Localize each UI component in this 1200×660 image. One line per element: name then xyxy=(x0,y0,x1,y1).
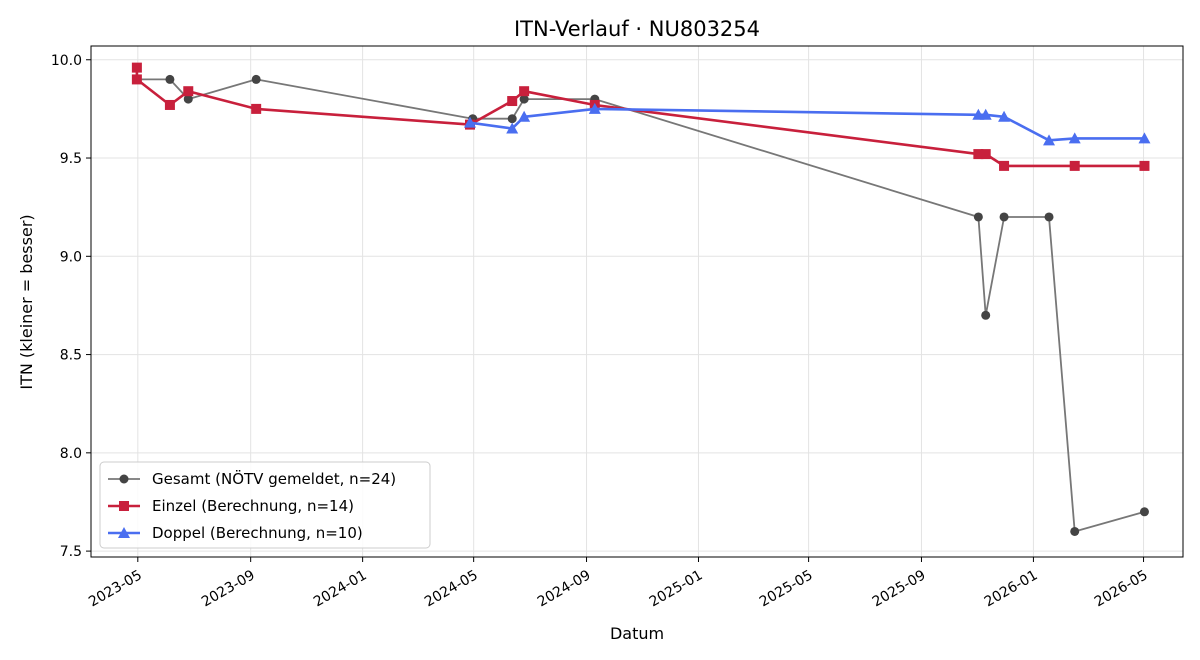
x-axis-label: Datum xyxy=(610,624,664,643)
legend-label: Einzel (Berechnung, n=14) xyxy=(152,497,354,515)
data-point xyxy=(519,94,529,104)
data-point xyxy=(165,74,175,84)
data-point xyxy=(463,116,476,128)
x-tick-label: 2025-01 xyxy=(647,567,706,610)
y-tick-label: 9.0 xyxy=(60,249,82,265)
data-point xyxy=(1070,526,1080,536)
data-point xyxy=(1139,507,1149,517)
data-point xyxy=(519,86,530,97)
data-point xyxy=(131,74,142,85)
data-point xyxy=(999,212,1009,222)
y-axis: 7.5 8.0 8.5 9.0 9.5 10.0 xyxy=(51,53,91,560)
data-point xyxy=(506,122,519,134)
legend-marker xyxy=(118,527,130,538)
data-point xyxy=(1068,132,1081,144)
y-tick-label: 10.0 xyxy=(51,53,82,69)
data-point xyxy=(164,99,175,110)
data-point xyxy=(131,62,142,73)
data-point xyxy=(588,102,601,114)
data-point xyxy=(251,74,261,84)
data-point xyxy=(973,212,983,222)
legend-marker xyxy=(119,501,129,511)
data-point xyxy=(1069,160,1080,171)
x-tick-label: 2026-05 xyxy=(1092,567,1151,610)
y-tick-label: 9.5 xyxy=(60,151,82,167)
data-point xyxy=(981,310,991,320)
data-point xyxy=(1044,212,1054,222)
plot-frame xyxy=(90,45,1184,558)
legend-label: Gesamt (NÖTV gemeldet, n=24) xyxy=(152,469,396,488)
x-tick-label: 2023-05 xyxy=(86,567,145,610)
data-point xyxy=(999,160,1010,171)
x-tick-label: 2024-01 xyxy=(311,567,370,610)
data-point xyxy=(183,94,193,104)
data-point xyxy=(979,108,992,120)
x-tick-label: 2024-09 xyxy=(535,567,594,610)
data-point xyxy=(1139,160,1150,171)
series-layer xyxy=(131,62,1151,536)
series-1 xyxy=(131,62,1150,171)
x-tick-label: 2025-05 xyxy=(757,567,816,610)
series-2 xyxy=(463,102,1151,146)
data-point xyxy=(507,96,518,107)
series-line xyxy=(469,107,1145,142)
x-tick-label: 2024-05 xyxy=(422,567,481,610)
data-point xyxy=(980,149,991,160)
legend-box xyxy=(99,461,431,549)
y-axis-label: ITN (kleiner = besser) xyxy=(17,214,36,389)
data-point xyxy=(1043,134,1056,146)
legend: Gesamt (NÖTV gemeldet, n=24) Einzel (Bere… xyxy=(99,461,431,549)
data-point xyxy=(1138,132,1151,144)
chart-title: ITN-Verlauf · NU803254 xyxy=(514,17,760,41)
data-point xyxy=(507,114,517,124)
y-tick-label: 8.5 xyxy=(60,348,82,364)
legend-marker xyxy=(119,474,129,484)
data-point xyxy=(973,149,984,160)
x-tick-label: 2025-09 xyxy=(870,567,929,610)
x-tick-label: 2026-01 xyxy=(982,567,1041,610)
y-tick-label: 8.0 xyxy=(60,446,82,462)
x-tick-label: 2023-09 xyxy=(199,567,258,610)
data-point xyxy=(183,86,194,97)
y-tick-label: 7.5 xyxy=(60,544,82,560)
data-point xyxy=(998,110,1011,122)
x-axis: 2023-05 2023-09 2024-01 2024-05 2024-09 2025-… xyxy=(86,557,1151,610)
data-point xyxy=(251,103,262,114)
data-point xyxy=(518,110,531,122)
legend-label: Doppel (Berechnung, n=10) xyxy=(152,524,363,542)
